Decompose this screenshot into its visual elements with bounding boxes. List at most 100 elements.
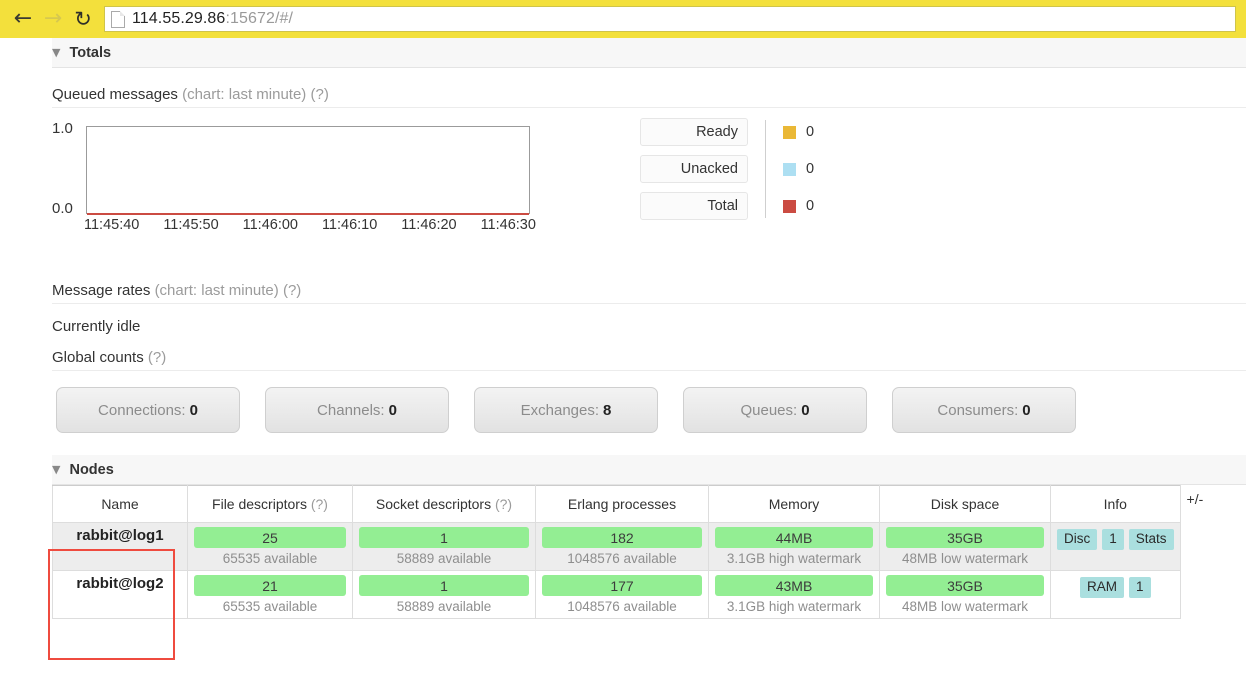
consumers-count-button[interactable]: Consumers: 0 [892,387,1076,433]
reload-icon[interactable]: ↻ [74,6,92,31]
channels-value: 0 [388,401,397,419]
exchanges-label: Exchanges: [520,401,600,419]
toggle-columns-button[interactable]: +/- [1186,490,1204,507]
node-name[interactable]: rabbit@log1 [52,522,188,571]
row-spacer [1180,523,1210,571]
erlang-processes-bar: 182 [542,527,702,548]
legend-value-ready: 0 [783,118,814,146]
node-memory: 44MB 3.1GB high watermark [708,522,880,571]
connections-count-button[interactable]: Connections: 0 [56,387,240,433]
chart-series-total-line [87,212,529,215]
queued-messages-help-icon[interactable]: (?) [310,86,329,103]
legend-value-ready-text: 0 [806,124,815,140]
rabbitmq-overview: ▼ Totals Queued messages (chart: last mi… [0,38,1246,694]
chevron-down-icon[interactable]: ▼ [52,463,61,476]
queues-value: 0 [801,401,810,419]
erlang-processes-sub: 1048576 available [567,599,677,614]
chart-legend: Ready Unacked Total 0 0 [640,118,814,220]
nodes-table: Name File descriptors (?) Socket descrip… [52,485,1210,619]
legend-item-unacked[interactable]: Unacked [640,155,748,183]
legend-value-column: 0 0 0 [783,118,814,220]
address-bar[interactable]: 114.55.29.86:15672/#/ [104,6,1236,32]
section-header-nodes[interactable]: ▼ Nodes [52,455,1246,485]
col-header-file-descriptors[interactable]: File descriptors (?) [187,485,353,523]
info-badge-group: RAM 1 [1057,575,1174,598]
table-header-row: Name File descriptors (?) Socket descrip… [52,485,1210,523]
disk-space-bar: 35GB [886,575,1044,596]
info-badge-count[interactable]: 1 [1102,529,1124,550]
page-document-icon [111,10,125,28]
node-info: RAM 1 [1050,570,1181,619]
x-tick: 11:46:20 [401,217,457,233]
x-tick: 11:45:40 [84,217,140,233]
exchanges-count-button[interactable]: Exchanges: 8 [474,387,658,433]
legend-item-total[interactable]: Total [640,192,748,220]
legend-item-ready[interactable]: Ready [640,118,748,146]
channels-count-button[interactable]: Channels: 0 [265,387,449,433]
file-descriptors-help-icon[interactable]: (?) [310,496,328,512]
node-disk-space: 35GB 48MB low watermark [879,570,1051,619]
legend-label-column: Ready Unacked Total [640,118,748,220]
message-rates-help-icon[interactable]: (?) [282,282,302,299]
global-counts-buttons: Connections: 0 Channels: 0 Exchanges: 8 … [56,387,1246,433]
socket-descriptors-help-icon[interactable]: (?) [494,496,513,512]
disk-space-bar: 35GB [886,527,1044,548]
url-text: 114.55.29.86:15672/#/ [132,10,293,28]
table-row: rabbit@log1 25 65535 available 1 58889 a… [52,522,1210,571]
file-descriptors-bar: 25 [194,527,346,548]
file-descriptors-sub: 65535 available [222,599,318,614]
info-badge-ram[interactable]: RAM [1080,577,1124,598]
legend-divider [765,120,766,218]
col-header-disk-space[interactable]: Disk space [879,485,1051,523]
info-badge-stats[interactable]: Stats [1128,529,1174,550]
x-tick: 11:45:50 [163,217,219,233]
queued-messages-chart: 1.0 0.0 11:45:40 11:45:50 11:46:00 11:46… [52,118,1246,254]
node-name[interactable]: rabbit@log2 [52,570,188,619]
node-socket-descriptors: 1 58889 available [352,522,536,571]
col-header-socket-descriptors-label: Socket descriptors [375,496,492,512]
back-arrow-icon[interactable]: ← [13,6,33,31]
queues-label: Queues: [740,401,798,419]
chart-y-axis-min: 0.0 [52,200,73,217]
global-counts-help-icon[interactable]: (?) [147,349,167,366]
legend-value-unacked: 0 [783,155,814,183]
message-rates-title: Message rates [52,282,151,299]
erlang-processes-bar: 177 [542,575,702,596]
chart-x-axis-labels: 11:45:40 11:45:50 11:46:00 11:46:10 11:4… [84,217,536,233]
url-host: 114.55.29.86 [132,10,226,27]
memory-sub: 3.1GB high watermark [726,599,862,614]
x-tick: 11:46:10 [321,217,378,233]
info-badge-count[interactable]: 1 [1129,577,1151,598]
node-memory: 43MB 3.1GB high watermark [708,570,880,619]
consumers-value: 0 [1022,401,1031,419]
browser-toolbar: ← → ↻ 114.55.29.86:15672/#/ [0,0,1246,38]
memory-bar: 44MB [715,527,873,548]
queues-count-button[interactable]: Queues: 0 [683,387,867,433]
info-badge-group: Disc 1 Stats [1057,527,1174,550]
info-badge-disc[interactable]: Disc [1057,529,1098,550]
exchanges-value: 8 [603,401,612,419]
legend-value-total-text: 0 [806,198,815,214]
forward-arrow-icon[interactable]: → [43,6,63,31]
legend-swatch-total [783,199,796,213]
col-header-socket-descriptors[interactable]: Socket descriptors (?) [352,485,536,523]
socket-descriptors-bar: 1 [359,527,529,548]
legend-swatch-ready [783,125,796,139]
section-header-totals[interactable]: ▼ Totals [52,38,1246,68]
file-descriptors-sub: 65535 available [222,551,318,566]
consumers-label: Consumers: [937,401,1019,419]
node-erlang-processes: 177 1048576 available [535,570,709,619]
section-title-nodes: Nodes [69,461,114,478]
col-header-memory[interactable]: Memory [708,485,880,523]
legend-swatch-unacked [783,162,796,176]
memory-bar: 43MB [715,575,873,596]
col-header-erlang-processes[interactable]: Erlang processes [535,485,709,523]
file-descriptors-bar: 21 [194,575,346,596]
col-header-name[interactable]: Name [52,485,188,523]
chevron-down-icon[interactable]: ▼ [52,46,61,59]
message-rates-subtitle: (chart: last minute) [154,282,279,299]
nodes-table-wrap: Name File descriptors (?) Socket descrip… [52,485,1246,619]
message-rates-heading: Message rates (chart: last minute) (?) [52,282,1246,304]
col-header-info[interactable]: Info [1050,485,1181,523]
